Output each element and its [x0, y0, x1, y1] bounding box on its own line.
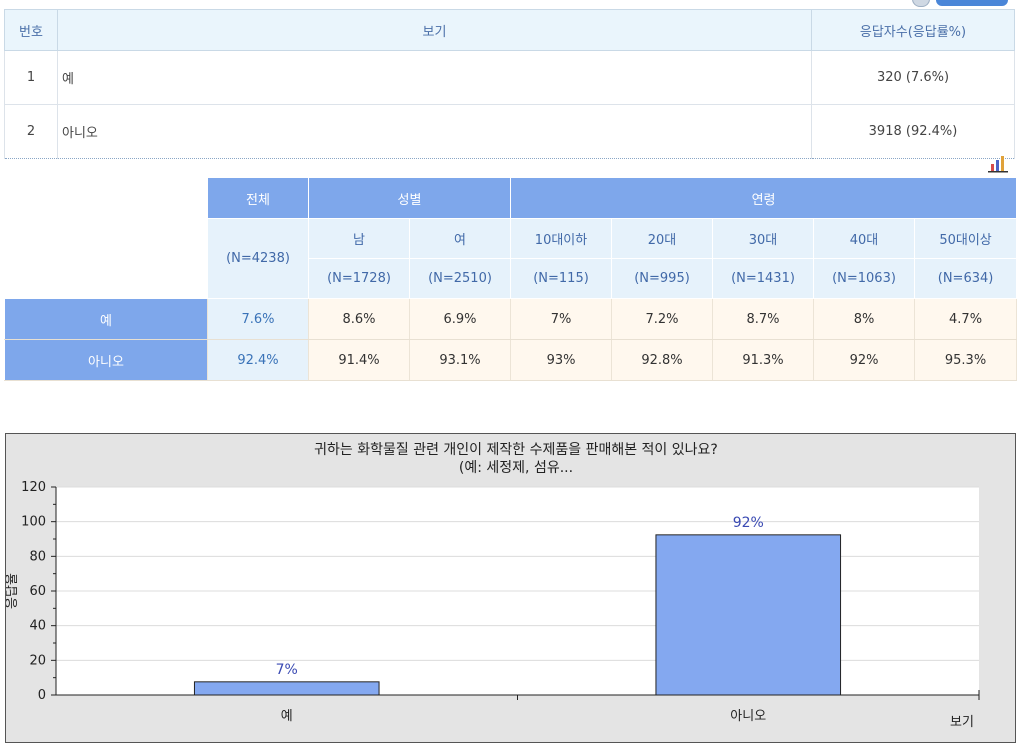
bar: [655, 534, 842, 696]
cell: 6.9%: [408, 298, 512, 340]
table-row: 2 아니오 3918 (92.4%): [4, 104, 1015, 159]
header-total: 전체: [207, 177, 309, 219]
data-label: 92%: [733, 515, 764, 531]
row-total: 92.4%: [207, 339, 309, 381]
cell: 92%: [813, 339, 916, 381]
n-age-20s: (N=995): [611, 258, 714, 299]
n-age-50s: (N=634): [914, 258, 1018, 299]
corner-cell: [4, 177, 208, 219]
row-no: 2: [4, 104, 58, 159]
cell: 92.8%: [611, 339, 714, 381]
table-row: 아니오 92.4% 91.4% 93.1% 93% 92.8% 91.3% 92…: [4, 339, 1018, 381]
chart-title-line1: 귀하는 화학물질 관련 개인이 제작한 수제품을 판매해본 적이 있나요?: [314, 442, 718, 458]
subheader-age-10s: 10대이하: [510, 218, 613, 259]
y-tick-label: 100: [21, 515, 46, 530]
cell: 7%: [510, 298, 613, 340]
data-label: 7%: [276, 662, 298, 678]
bar-chart-icon[interactable]: [987, 155, 1009, 173]
n-male: (N=1728): [308, 258, 410, 299]
row-no: 1: [4, 50, 58, 105]
row-option: 아니오: [57, 104, 812, 159]
y-tick-label: 80: [29, 549, 46, 564]
cell: 4.7%: [914, 298, 1018, 340]
cell: 8%: [813, 298, 916, 340]
header-gender: 성별: [307, 177, 512, 219]
cell: 7.2%: [611, 298, 714, 340]
subheader-female: 여: [408, 218, 512, 259]
header-count: 응답자수(응답률%): [811, 9, 1015, 51]
cell: 93%: [510, 339, 613, 381]
cell: 8.7%: [712, 298, 815, 340]
n-age-10s: (N=115): [510, 258, 613, 299]
y-tick-label: 120: [21, 480, 46, 495]
row-option: 예: [57, 50, 812, 105]
x-tick-label: 아니오: [730, 709, 766, 724]
cell: 91.3%: [712, 339, 815, 381]
response-table: 번호 보기 응답자수(응답률%) 1 예 320 (7.6%) 2 아니오 39…: [4, 9, 1015, 159]
subheader-age-50s: 50대이상: [914, 218, 1018, 259]
subheader-age-20s: 20대: [611, 218, 714, 259]
row-label: 예: [4, 298, 208, 340]
n-age-30s: (N=1431): [712, 258, 815, 299]
table-row: 1 예 320 (7.6%): [4, 50, 1015, 105]
row-total: 7.6%: [207, 298, 309, 340]
y-tick-label: 20: [29, 653, 46, 668]
x-tick-label: 예: [281, 709, 293, 724]
chart-title-line2: (예: 세정제, 섬유...: [459, 460, 573, 476]
bar-chart: 귀하는 화학물질 관련 개인이 제작한 수제품을 판매해본 적이 있나요? (예…: [6, 442, 980, 730]
n-age-40s: (N=1063): [813, 258, 916, 299]
download-button[interactable]: [936, 0, 1008, 6]
y-axis-label: 응답율: [6, 573, 20, 609]
header-option: 보기: [57, 9, 812, 51]
row-count: 320 (7.6%): [811, 50, 1015, 105]
y-tick-label: 0: [38, 688, 46, 703]
subheader-age-30s: 30대: [712, 218, 815, 259]
cell: 8.6%: [308, 298, 410, 340]
header-age: 연령: [510, 177, 1018, 219]
y-tick-label: 60: [29, 584, 46, 599]
cell: 93.1%: [408, 339, 512, 381]
subheader-age-40s: 40대: [813, 218, 916, 259]
row-count: 3918 (92.4%): [811, 104, 1015, 159]
total-n: (N=4238): [207, 218, 309, 299]
n-female: (N=2510): [408, 258, 512, 299]
subheader-male: 남: [308, 218, 410, 259]
print-button[interactable]: [912, 0, 930, 7]
crosstab-table: 전체 성별 연령 (N=4238) 남 여 10대이하 20대 30대 40대 …: [4, 177, 1018, 381]
chart-panel: 귀하는 화학물질 관련 개인이 제작한 수제품을 판매해본 적이 있나요? (예…: [5, 433, 1016, 743]
x-axis-label: 보기: [950, 715, 974, 730]
row-label: 아니오: [4, 339, 208, 381]
y-tick-label: 40: [29, 619, 46, 634]
response-table-header: 번호 보기 응답자수(응답률%): [4, 9, 1015, 51]
header-no: 번호: [4, 9, 58, 51]
cell: 95.3%: [914, 339, 1018, 381]
table-row: 예 7.6% 8.6% 6.9% 7% 7.2% 8.7% 8% 4.7%: [4, 298, 1018, 340]
bar: [193, 681, 380, 696]
top-controls: [912, 0, 1008, 7]
cell: 91.4%: [308, 339, 410, 381]
